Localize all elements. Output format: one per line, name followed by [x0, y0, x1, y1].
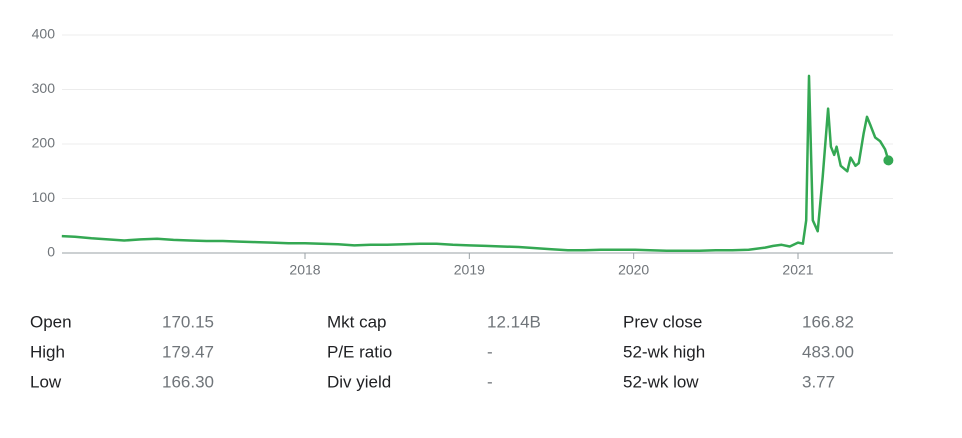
x-tick-label: 2018: [289, 262, 320, 278]
stat-value: -: [487, 372, 493, 391]
stat-value: 166.82: [802, 312, 854, 331]
x-tick-label: 2021: [782, 262, 813, 278]
stat-value: -: [487, 342, 493, 361]
stat-value: 166.30: [162, 372, 214, 391]
last-point: [883, 155, 894, 166]
stat-label: Low: [30, 372, 62, 391]
price-line: [61, 74, 890, 253]
y-tick-label: 100: [32, 189, 56, 205]
x-tick-label: 2019: [454, 262, 485, 278]
y-tick-label: 300: [32, 80, 56, 96]
stat-label: P/E ratio: [327, 342, 392, 361]
stat-label: Div yield: [327, 372, 391, 391]
y-tick-label: 400: [32, 26, 56, 42]
stat-label: 52-wk low: [623, 372, 699, 391]
y-tick-label: 0: [47, 244, 55, 260]
stat-label: Mkt cap: [327, 312, 387, 331]
stat-label: Prev close: [623, 312, 702, 331]
stat-label: 52-wk high: [623, 342, 705, 361]
stat-value: 12.14B: [487, 312, 541, 331]
stat-label: High: [30, 342, 65, 361]
x-tick-label: 2020: [618, 262, 649, 278]
stat-value: 3.77: [802, 372, 835, 391]
stat-label: Open: [30, 312, 72, 331]
stat-value: 483.00: [802, 342, 854, 361]
stat-value: 179.47: [162, 342, 214, 361]
y-tick-label: 200: [32, 135, 56, 151]
stat-value: 170.15: [162, 312, 214, 331]
